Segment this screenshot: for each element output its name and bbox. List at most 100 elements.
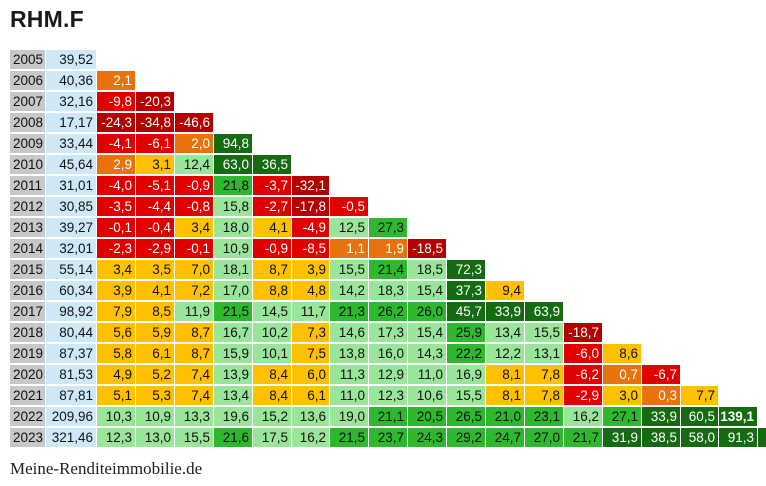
return-cell: 17,5 [253,428,292,448]
return-cell: 8,7 [175,323,214,343]
return-cell: 33,9 [486,302,525,322]
return-cell: 3,4 [175,218,214,238]
return-cell: 5,1 [97,386,136,406]
return-cell: 15,5 [175,428,214,448]
return-cell: -4,0 [97,176,136,196]
return-cell: 16,2 [292,428,330,448]
year-label: 2021 [10,386,46,406]
return-cell: -0,1 [175,239,214,259]
return-cell: 3,1 [136,155,175,175]
return-cell: 13,6 [292,407,330,427]
return-cell: 31,9 [603,428,642,448]
return-cell: 12,4 [175,155,214,175]
return-cell: 38,5 [642,428,681,448]
return-cell: 0,7 [603,365,642,385]
year-label: 2007 [10,92,46,112]
return-cell: 21,3 [330,302,369,322]
return-cell: 3,4 [97,260,136,280]
year-label: 2019 [10,344,46,364]
return-cell: 5,6 [97,323,136,343]
return-cell: 15,4 [408,281,447,301]
return-cell: 8,1 [486,386,525,406]
return-cell: 19,6 [214,407,253,427]
return-cell: 7,4 [175,386,214,406]
return-cell: -5,1 [136,176,175,196]
return-cell: 8,5 [136,302,175,322]
return-cell: 5,2 [136,365,175,385]
return-cell: 13,1 [525,344,564,364]
return-cell: 15,5 [330,260,369,280]
return-cell: 11,0 [408,365,447,385]
page-title: RHM.F [10,6,84,32]
return-cell: 6,1 [292,386,330,406]
price-cell: 17,17 [46,113,97,133]
return-cell: 15,5 [447,386,486,406]
year-label: 2023 [10,428,46,448]
year-label: 2018 [10,323,46,343]
return-cell: 22,2 [447,344,486,364]
return-cell: 12,3 [97,428,136,448]
return-cell: 27,3 [369,218,408,238]
return-cell: 7,5 [292,344,330,364]
return-cell: 21,1 [369,407,408,427]
return-cell: 18,5 [408,260,447,280]
return-cell: 18,1 [214,260,253,280]
return-cell: 60,5 [681,407,719,427]
return-cell: 27,1 [603,407,642,427]
price-cell: 321,46 [46,428,97,448]
year-label: 2016 [10,281,46,301]
return-cell: 14,5 [253,302,292,322]
return-cell: -2,9 [564,386,603,406]
return-cell: 63,9 [525,302,564,322]
return-cell: -0,9 [253,239,292,259]
year-label: 2006 [10,71,46,91]
return-cell: 26,5 [447,407,486,427]
price-cell: 87,81 [46,386,97,406]
return-cell: 8,4 [253,365,292,385]
return-cell: 16,2 [564,407,603,427]
return-cell: 5,9 [136,323,175,343]
return-cell: 20,5 [408,407,447,427]
return-cell: 7,7 [681,386,719,406]
price-cell: 45,64 [46,155,97,175]
return-cell: -18,7 [564,323,603,343]
price-cell: 98,92 [46,302,97,322]
return-cell: 19,0 [330,407,369,427]
return-cell: 29,2 [447,428,486,448]
return-cell: 13,3 [175,407,214,427]
return-cell: 10,9 [214,239,253,259]
return-cell: 33,9 [642,407,681,427]
return-cell: 6,1 [136,344,175,364]
price-cell: 81,53 [46,365,97,385]
return-cell: 94,8 [214,134,253,154]
return-cell: 2,1 [97,71,136,91]
return-cell: -6,0 [564,344,603,364]
return-cell: -0,9 [175,176,214,196]
return-cell: -0,5 [330,197,369,217]
return-cell: 3,0 [603,386,642,406]
return-cell: 12,3 [369,386,408,406]
return-cell: 10,6 [408,386,447,406]
return-cell: 91,3 [719,428,758,448]
return-cell: 4,9 [97,365,136,385]
return-cell: 12,5 [330,218,369,238]
return-cell: 3,9 [292,260,330,280]
return-cell: 11,7 [292,302,330,322]
return-cell: 25,9 [447,323,486,343]
return-cell: 7,3 [292,323,330,343]
return-cell: 2,9 [97,155,136,175]
return-cell: 21,8 [214,176,253,196]
return-cell: -0,4 [136,218,175,238]
return-cell: 8,8 [253,281,292,301]
return-cell: 63,0 [214,155,253,175]
return-cell: 3,9 [97,281,136,301]
return-cell: 13,8 [330,344,369,364]
return-cell: 27,0 [525,428,564,448]
return-cell: 14,6 [330,323,369,343]
year-label: 2013 [10,218,46,238]
price-cell: 87,37 [46,344,97,364]
return-cell: 21,4 [369,260,408,280]
year-label: 2011 [10,176,46,196]
return-cell: 45,7 [447,302,486,322]
return-cell: 9,4 [486,281,525,301]
